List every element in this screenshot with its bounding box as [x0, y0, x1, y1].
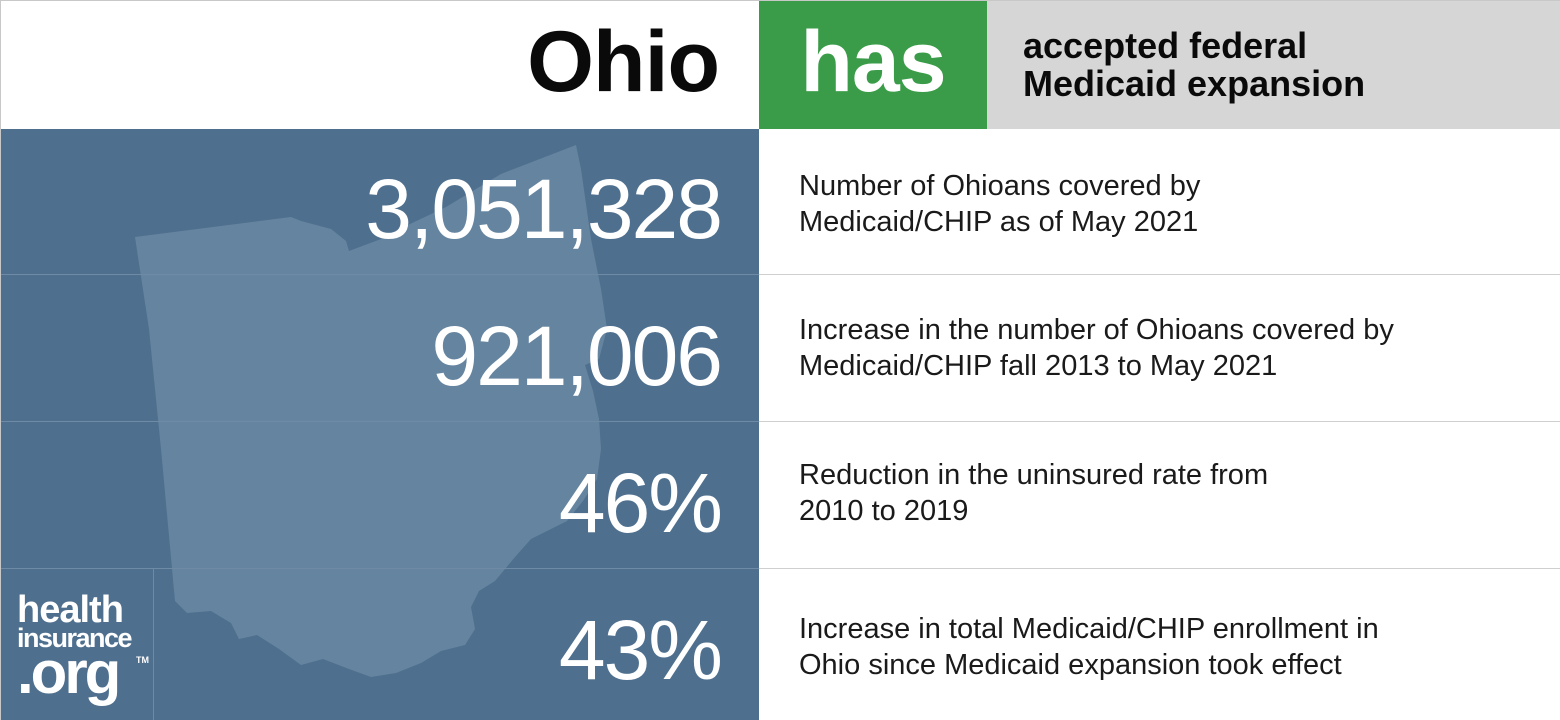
- stats-descriptions-panel: Number of Ohioans covered by Medicaid/CH…: [759, 129, 1560, 720]
- row-divider: [1, 421, 759, 422]
- stat-description-medicaid-enrollment: Number of Ohioans covered by Medicaid/CH…: [799, 168, 1539, 240]
- logo-trademark: TM: [136, 655, 149, 665]
- row-divider: [759, 274, 1560, 275]
- row-divider: [759, 568, 1560, 569]
- healthinsurance-org-logo: health insurance .org TM: [1, 569, 153, 720]
- stat-description-line: Ohio since Medicaid expansion took effec…: [799, 647, 1539, 683]
- stat-description-line: Increase in the number of Ohioans covere…: [799, 312, 1539, 348]
- stat-value-enrollment-increase: 921,006: [431, 314, 721, 398]
- expansion-description-line2: Medicaid expansion: [1023, 65, 1365, 103]
- stat-value-expansion-increase: 43%: [559, 608, 721, 692]
- expansion-description: accepted federal Medicaid expansion: [1023, 27, 1365, 103]
- logo-separator: [153, 569, 154, 720]
- stat-description-uninsured-reduction: Reduction in the uninsured rate from 201…: [799, 457, 1539, 529]
- stat-value-medicaid-enrollment: 3,051,328: [365, 167, 721, 251]
- stat-description-line: Reduction in the uninsured rate from: [799, 457, 1539, 493]
- stat-description-enrollment-increase: Increase in the number of Ohioans covere…: [799, 312, 1539, 384]
- stats-values-panel: 3,051,328 921,006 46% 43% health insuran…: [1, 129, 759, 720]
- expansion-description-line1: accepted federal: [1023, 27, 1365, 65]
- state-name-cell: Ohio: [1, 1, 759, 129]
- stat-description-expansion-increase: Increase in total Medicaid/CHIP enrollme…: [799, 611, 1539, 683]
- logo-line-org: .org: [17, 643, 118, 703]
- row-divider: [1, 274, 759, 275]
- stat-description-line: Medicaid/CHIP as of May 2021: [799, 204, 1539, 240]
- expansion-description-cell: accepted federal Medicaid expansion: [987, 1, 1560, 129]
- stat-description-line: 2010 to 2019: [799, 493, 1539, 529]
- stat-description-line: Number of Ohioans covered by: [799, 168, 1539, 204]
- row-divider: [759, 421, 1560, 422]
- expansion-status-badge: has: [759, 1, 987, 129]
- expansion-status-text: has: [759, 19, 987, 105]
- stat-description-line: Medicaid/CHIP fall 2013 to May 2021: [799, 348, 1539, 384]
- stat-value-uninsured-reduction: 46%: [559, 461, 721, 545]
- state-name: Ohio: [527, 19, 719, 105]
- stat-description-line: Increase in total Medicaid/CHIP enrollme…: [799, 611, 1539, 647]
